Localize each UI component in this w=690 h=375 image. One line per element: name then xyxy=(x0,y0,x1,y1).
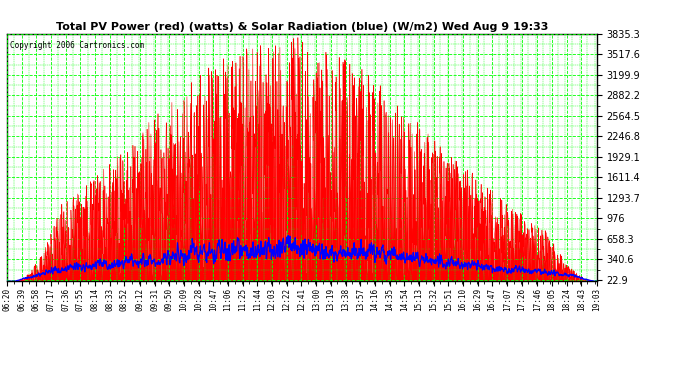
Text: Copyright 2006 Cartronics.com: Copyright 2006 Cartronics.com xyxy=(10,41,144,50)
Title: Total PV Power (red) (watts) & Solar Radiation (blue) (W/m2) Wed Aug 9 19:33: Total PV Power (red) (watts) & Solar Rad… xyxy=(56,22,548,32)
